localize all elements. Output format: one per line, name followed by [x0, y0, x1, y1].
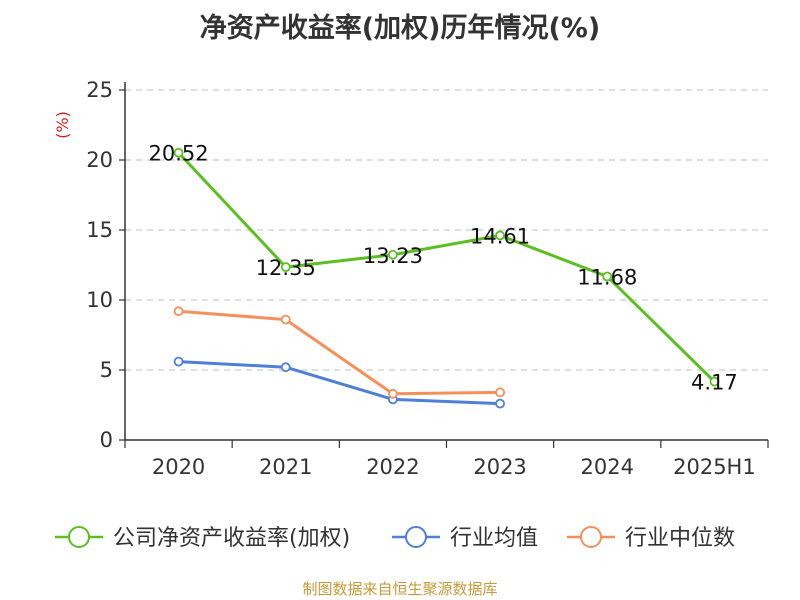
- y-tick-label: 5: [100, 358, 113, 382]
- x-tick-label-2022: 2022: [366, 455, 419, 479]
- data-label-2021: 12.35: [256, 256, 316, 280]
- legend-marker-0: [68, 526, 90, 548]
- data-point-2-1: [280, 314, 291, 325]
- x-tick-label-2024: 2024: [581, 455, 634, 479]
- data-point-1-0: [173, 356, 184, 367]
- data-label-2020: 20.52: [149, 142, 209, 166]
- data-point-0-0: [173, 147, 184, 158]
- data-labels: 20.52 12.35 13.23 14.61 11.68 4.17: [149, 142, 738, 395]
- data-label-2022: 13.23: [363, 244, 423, 268]
- legend: 公司净资产收益率(加权) 行业均值 行业中位数: [55, 526, 735, 551]
- series-2: [173, 306, 505, 399]
- y-axis-label: (%): [53, 111, 72, 139]
- series-line-0: [177, 151, 716, 383]
- y-tick-label: 15: [86, 218, 113, 242]
- legend-item-1[interactable]: 行业均值: [392, 526, 538, 551]
- x-tick-label-2023: 2023: [473, 455, 526, 479]
- data-point-2-0: [173, 306, 184, 317]
- data-point-0-5: [709, 376, 720, 387]
- series-line-1: [178, 360, 501, 406]
- legend-item-2[interactable]: 行业中位数: [567, 526, 735, 551]
- legend-label-1: 行业均值: [450, 526, 538, 551]
- y-tick-label: 10: [86, 288, 113, 312]
- legend-marker-1: [405, 526, 427, 548]
- data-label-2023: 14.61: [470, 224, 530, 248]
- series-line-2: [178, 309, 501, 396]
- series-layer: [173, 147, 720, 409]
- data-point-2-2: [388, 388, 398, 399]
- x-tick-label-2020: 2020: [152, 455, 205, 479]
- series-1: [173, 356, 505, 409]
- y-tick-label: 0: [100, 428, 113, 452]
- y-tick-label: 20: [86, 148, 113, 172]
- data-point-1-1: [280, 362, 291, 373]
- data-label-2025H1: 4.17: [691, 371, 738, 395]
- legend-label-0: 公司净资产收益率(加权): [113, 526, 350, 551]
- legend-label-2: 行业中位数: [625, 526, 735, 551]
- series-0: [173, 147, 720, 387]
- chart-title: 净资产收益率(加权)历年情况(%): [199, 13, 601, 44]
- footer-source: 制图数据来自恒生聚源数据库: [302, 580, 498, 598]
- data-point-0-2: [388, 249, 398, 260]
- data-point-0-4: [602, 271, 613, 282]
- legend-marker-2: [580, 526, 602, 548]
- grid-lines: [125, 89, 768, 371]
- axes: 0 5 10 15 20 25 (%) 2020 2021 2022 2023 2024 2025H1: [53, 78, 769, 479]
- data-label-2024: 11.68: [577, 265, 637, 289]
- data-point-0-1: [280, 262, 291, 273]
- data-point-1-3: [495, 398, 505, 409]
- legend-item-0[interactable]: 公司净资产收益率(加权): [55, 526, 350, 551]
- y-tick-label: 25: [86, 78, 113, 102]
- x-tick-label-2025H1: 2025H1: [673, 455, 756, 479]
- data-point-0-3: [495, 230, 505, 241]
- x-tick-label-2021: 2021: [259, 455, 312, 479]
- data-point-2-3: [495, 387, 505, 398]
